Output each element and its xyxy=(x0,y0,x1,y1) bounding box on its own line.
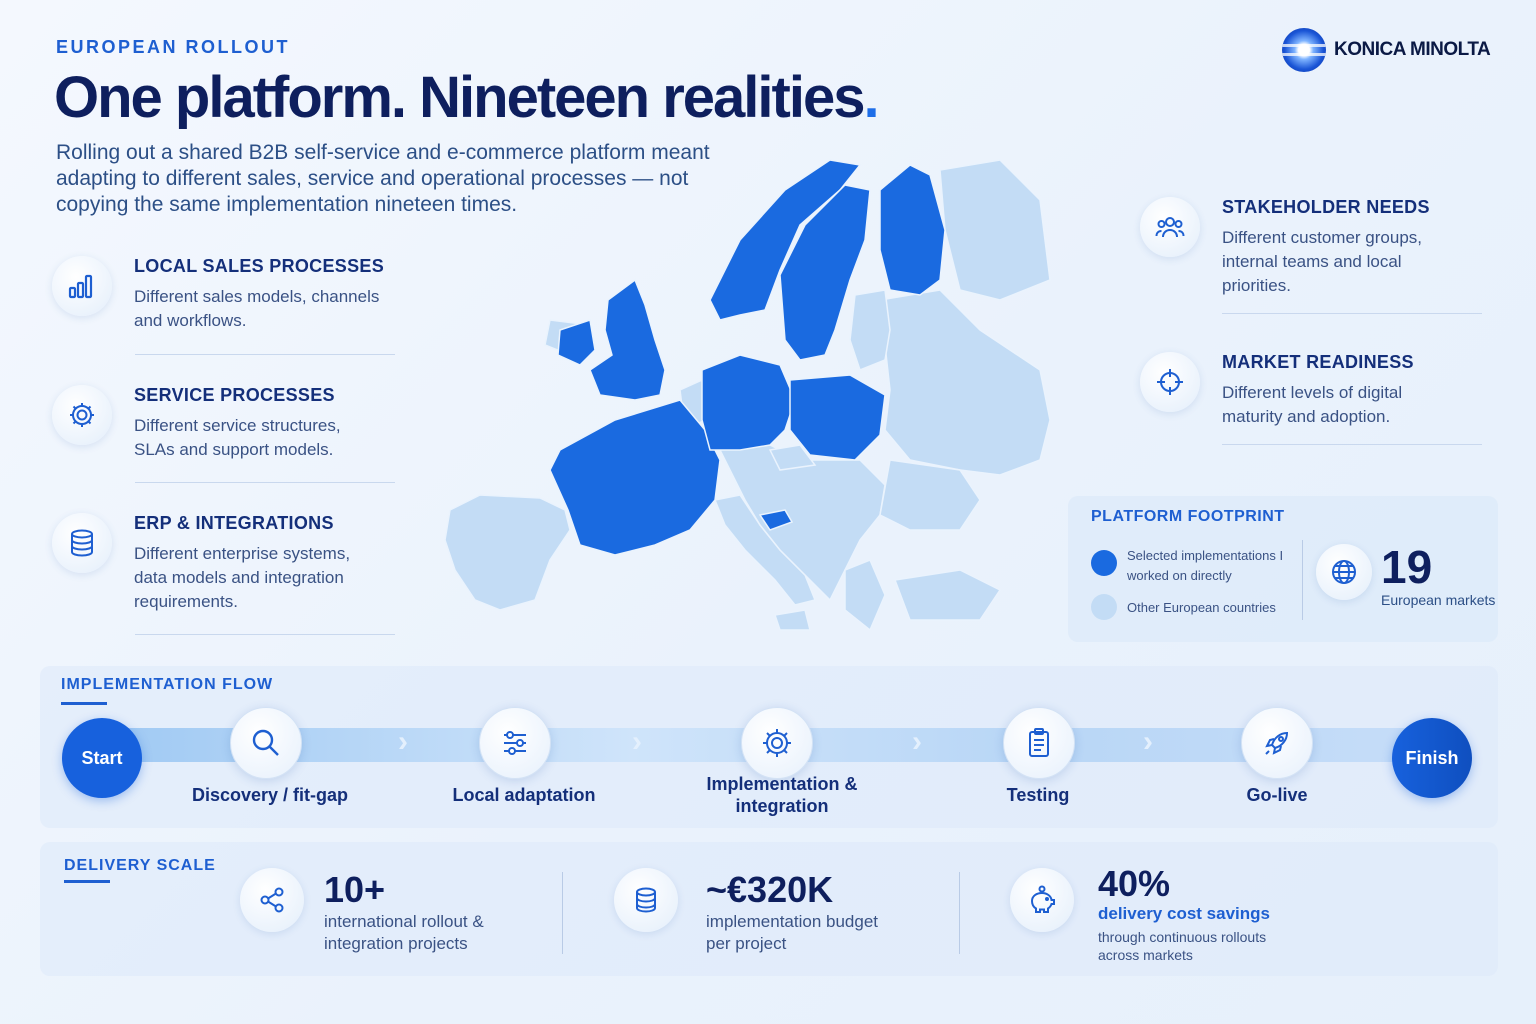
headline-text: One platform. Nineteen realities xyxy=(54,65,865,130)
market-count-label: European markets xyxy=(1381,592,1496,608)
flow-step-label: Implementation & integration xyxy=(706,774,858,816)
konica-globe-icon xyxy=(1282,28,1326,72)
stat-value: 10+ xyxy=(324,869,386,910)
chevron-right-icon: › xyxy=(398,725,408,758)
feature-title: MARKET READINESS xyxy=(1222,352,1414,372)
people-icon xyxy=(1140,197,1200,257)
rocket-icon xyxy=(1241,707,1313,779)
flow-step-label: Testing xyxy=(1006,785,1070,805)
flow-label: IMPLEMENTATION FLOW xyxy=(61,676,274,693)
stat-desc: international rollout & integration proj… xyxy=(324,912,484,953)
feature-title: STAKEHOLDER NEEDS xyxy=(1222,197,1430,217)
divider xyxy=(1302,540,1303,620)
clipboard-icon xyxy=(1003,707,1075,779)
legend-other-label: Other European countries xyxy=(1127,600,1276,615)
market-count: 19 xyxy=(1381,541,1433,593)
scale-underline xyxy=(64,880,110,883)
stat-value: ~€320K xyxy=(706,869,834,910)
legend-selected-label: Selected implementations I worked on dir… xyxy=(1127,548,1284,583)
gear-icon xyxy=(741,707,813,779)
feature-market-readiness: MARKET READINESS Different levels of dig… xyxy=(1140,352,1452,429)
legend-selected-dot xyxy=(1091,550,1117,576)
chevron-right-icon: › xyxy=(912,725,922,758)
stat-sub: through continuous rollouts across marke… xyxy=(1098,929,1267,963)
divider xyxy=(959,872,960,954)
platform-footprint-panel xyxy=(1068,496,1498,642)
chevron-right-icon: › xyxy=(1143,725,1153,758)
flow-step-label: Discovery / fit-gap xyxy=(191,785,349,805)
footprint-title: PLATFORM FOOTPRINT xyxy=(1091,508,1285,525)
legend-other-dot xyxy=(1091,594,1117,620)
headline-dot: . xyxy=(863,65,879,130)
stat-value: 40% xyxy=(1098,863,1171,904)
search-icon xyxy=(230,707,302,779)
coins-icon xyxy=(614,868,678,932)
feature-desc: Different sales models, channels and wor… xyxy=(134,287,380,330)
intro-paragraph: Rolling out a shared B2B self-service an… xyxy=(56,141,710,216)
divider xyxy=(1222,313,1482,314)
logo: KONICA MINOLTA xyxy=(1282,28,1491,72)
feature-desc: Different customer groups, internal team… xyxy=(1222,228,1422,295)
stat-strong: delivery cost savings xyxy=(1098,904,1270,923)
feature-title: LOCAL SALES PROCESSES xyxy=(134,256,385,276)
flow-finish: Finish xyxy=(1392,718,1472,798)
feature-title: SERVICE PROCESSES xyxy=(134,385,335,405)
eyebrow: EUROPEAN ROLLOUT xyxy=(56,37,291,57)
stat-desc: implementation budget per project xyxy=(706,912,879,953)
flow-start: Start xyxy=(62,718,142,798)
crosshair-icon xyxy=(1140,352,1200,412)
divider xyxy=(135,354,395,355)
feature-desc: Different levels of digital maturity and… xyxy=(1222,383,1403,426)
flow-step-label: Local adaptation xyxy=(452,785,596,805)
feature-desc: Different service structures, SLAs and s… xyxy=(134,416,341,459)
bar-chart-icon xyxy=(52,256,112,316)
feature-local-sales: LOCAL SALES PROCESSES Different sales mo… xyxy=(52,256,394,333)
database-icon xyxy=(52,513,112,573)
feature-desc: Different enterprise systems, data model… xyxy=(134,544,351,611)
share-icon xyxy=(240,868,304,932)
sliders-icon xyxy=(479,707,551,779)
flow-underline xyxy=(61,702,107,705)
feature-service: SERVICE PROCESSES Different service stru… xyxy=(52,385,374,462)
flow-step-label: Go-live xyxy=(1246,785,1308,805)
globe-icon xyxy=(1316,544,1372,600)
feature-erp: ERP & INTEGRATIONS Different enterprise … xyxy=(52,513,384,614)
scale-label: DELIVERY SCALE xyxy=(64,857,216,874)
europe-map xyxy=(444,159,1051,632)
logo-text: KONICA MINOLTA xyxy=(1334,39,1491,60)
divider xyxy=(135,634,395,635)
page-title: One platform. Nineteen realities. xyxy=(54,64,880,131)
feature-title: ERP & INTEGRATIONS xyxy=(134,513,334,533)
piggy-bank-icon xyxy=(1010,868,1074,932)
divider xyxy=(1222,444,1482,445)
feature-stakeholder: STAKEHOLDER NEEDS Different customer gro… xyxy=(1140,197,1462,298)
divider xyxy=(562,872,563,954)
divider xyxy=(135,482,395,483)
chevron-right-icon: › xyxy=(632,725,642,758)
gear-icon xyxy=(52,385,112,445)
